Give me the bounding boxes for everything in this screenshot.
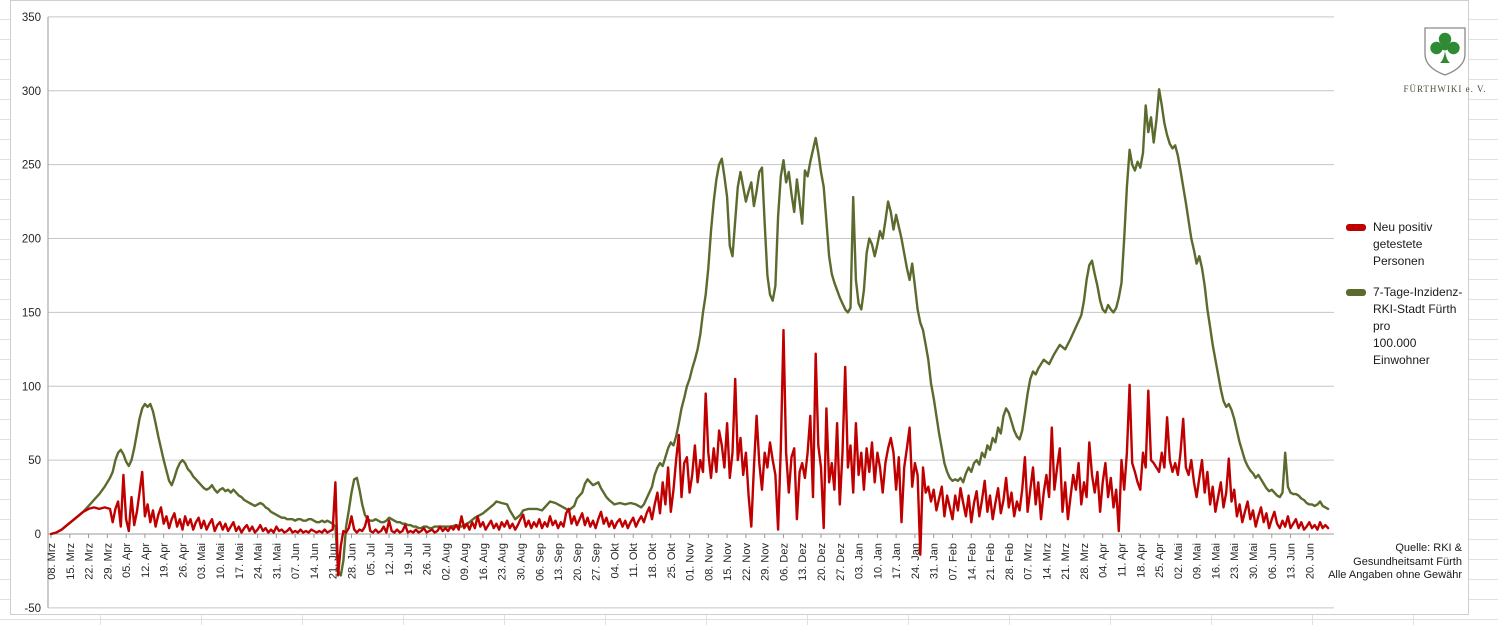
x-axis-tick-label: 05. Jul: [365, 543, 377, 575]
series-line-incidence: [49, 88, 1330, 577]
x-axis-tick-label: 07. Mrz: [1023, 543, 1035, 580]
y-axis-tick-label: 350: [22, 12, 41, 24]
x-axis-tick-label: 11. Okt: [628, 543, 640, 578]
x-axis-tick-label: 10. Jan: [872, 543, 884, 579]
x-axis-tick-label: 17. Mai: [234, 543, 246, 579]
y-axis-tick-label: 0: [35, 529, 41, 541]
y-axis-tick-label: 200: [22, 234, 41, 246]
x-axis-tick-label: 01. Nov: [685, 543, 697, 581]
chart-area[interactable]: -50 0 50 100 150 200 250 300 350 08. Mrz 15. Mrz 22…: [10, 0, 1486, 615]
x-axis-tick-label: 18. Okt: [647, 543, 659, 578]
y-axis-tick-label: 100: [22, 381, 41, 393]
x-axis-tick-label: 15. Nov: [722, 543, 734, 581]
x-axis-tick-label: 13. Sep: [553, 543, 565, 581]
x-axis-tick-label: 13. Jun: [1286, 543, 1298, 579]
x-axis-tick-label: 16. Mai: [1210, 543, 1222, 579]
x-axis-tick-label: 14. Feb: [966, 543, 978, 580]
x-axis-tick-label: 04. Apr: [1098, 543, 1110, 578]
y-axis-tick-label: 250: [22, 160, 41, 172]
x-axis-tick-label: 19. Jul: [403, 543, 415, 575]
x-axis-tick-label: 27. Sep: [591, 543, 603, 581]
legend-item-new-positives[interactable]: Neu positiv getestete Personen: [1346, 219, 1466, 270]
x-axis-tick-label: 05. Apr: [121, 543, 133, 578]
x-axis-tick-label: 22. Mrz: [84, 543, 96, 580]
x-axis-tick-label: 18. Apr: [1135, 543, 1147, 578]
x-axis-tick-label: 20. Sep: [572, 543, 584, 581]
x-axis-tick-label: 26. Jul: [422, 543, 434, 575]
x-axis-tick-label: 27. Dez: [835, 543, 847, 581]
x-axis-tick-label: 06. Jun: [1267, 543, 1279, 579]
x-axis-tick-label: 31. Jan: [929, 543, 941, 579]
x-axis-tick-label: 16. Aug: [478, 543, 490, 580]
logo-caption: FÜRTHWIKI e. V.: [1403, 84, 1487, 94]
x-axis-tick-label: 14. Jun: [309, 543, 321, 579]
legend-label: Neu positiv getestete Personen: [1373, 220, 1433, 268]
x-axis-tick-label: 24. Jan: [910, 543, 922, 579]
fuerthwiki-logo: FÜRTHWIKI e. V.: [1395, 27, 1495, 94]
x-axis-tick-label: 25. Okt: [666, 543, 678, 578]
x-axis-tick-label: 28. Mrz: [1079, 543, 1091, 580]
chart-legend: Neu positiv getestete Personen 7-Tage-In…: [1346, 219, 1466, 383]
x-axis-tick-label: 15. Mrz: [65, 543, 77, 580]
legend-swatch-red: [1346, 224, 1366, 231]
x-axis-tick-label: 12. Apr: [140, 543, 152, 578]
x-axis-tick-label: 21. Mrz: [1060, 543, 1072, 580]
legend-label: 7-Tage-Inzidenz- RKI-Stadt Fürth pro 100…: [1373, 285, 1463, 367]
x-axis-tick-label: 07. Jun: [290, 543, 302, 579]
x-axis-tick-label: 06. Dez: [778, 543, 790, 581]
x-axis-tick-label: 20. Dez: [816, 543, 828, 581]
x-axis-tick-label: 29. Nov: [760, 543, 772, 581]
y-axis-tick-label: 50: [28, 455, 41, 467]
y-axis-tick-label: -50: [24, 603, 41, 615]
x-axis-tick-label: 11. Apr: [1117, 543, 1129, 577]
x-axis-tick-label: 26. Apr: [177, 543, 189, 578]
x-axis-tick-label: 20. Jun: [1304, 543, 1316, 579]
x-axis-tick-label: 12. Jul: [384, 543, 396, 575]
x-axis-tick-label: 09. Aug: [459, 543, 471, 580]
x-axis-tick-label: 21. Feb: [985, 543, 997, 580]
x-axis-tick-label: 08. Nov: [703, 543, 715, 581]
chart-plot: -50 0 50 100 150 200 250 300 350 08. Mrz 15. Mrz 22…: [22, 12, 1334, 615]
x-axis-tick-label: 30. Mai: [1248, 543, 1260, 579]
x-axis-tick-label: 06. Sep: [534, 543, 546, 581]
x-axis-tick-label: 29. Mrz: [102, 543, 114, 580]
x-axis-tick-label: 17. Jan: [891, 543, 903, 579]
fuerthwiki-crest-icon: [1424, 27, 1466, 76]
x-axis-tick-label: 13. Dez: [797, 543, 809, 581]
x-axis-tick-label: 28. Feb: [1004, 543, 1016, 580]
x-axis-tick-label: 19. Apr: [159, 543, 171, 578]
x-axis-tick-label: 08. Mrz: [46, 543, 58, 580]
x-axis-tick-label: 02. Mai: [1173, 543, 1185, 579]
x-axis-tick-label: 14. Mrz: [1041, 543, 1053, 580]
x-axis-tick-label: 03. Mai: [196, 543, 208, 579]
x-axis-tick-label: 02. Aug: [440, 543, 452, 580]
x-axis-tick-label: 03. Jan: [854, 543, 866, 579]
x-axis-tick-label: 09. Mai: [1192, 543, 1204, 579]
x-axis-tick-label: 07. Feb: [947, 543, 959, 580]
x-axis-tick-label: 24. Mai: [253, 543, 265, 579]
x-axis-tick-label: 23. Mai: [1229, 543, 1241, 579]
x-axis-tick-label: 22. Nov: [741, 543, 753, 581]
x-axis-tick-label: 23. Aug: [497, 543, 509, 580]
x-axis-tick-label: 30. Aug: [516, 543, 528, 580]
x-axis-tick-label: 31. Mai: [271, 543, 283, 579]
x-axis-tick-label: 28. Jun: [346, 543, 358, 579]
y-axis-tick-label: 150: [22, 307, 41, 319]
x-axis-tick-label: 04. Okt: [609, 543, 621, 578]
legend-swatch-green: [1346, 289, 1366, 296]
x-axis-tick-label: 10. Mai: [215, 543, 227, 579]
series-line-new-positives: [49, 328, 1330, 577]
y-axis-tick-label: 300: [22, 86, 41, 98]
source-note: Quelle: RKI & Gesundheitsamt Fürth Alle …: [1328, 542, 1462, 581]
x-axis-tick-label: 25. Apr: [1154, 543, 1166, 578]
legend-item-incidence[interactable]: 7-Tage-Inzidenz- RKI-Stadt Fürth pro 100…: [1346, 284, 1466, 369]
